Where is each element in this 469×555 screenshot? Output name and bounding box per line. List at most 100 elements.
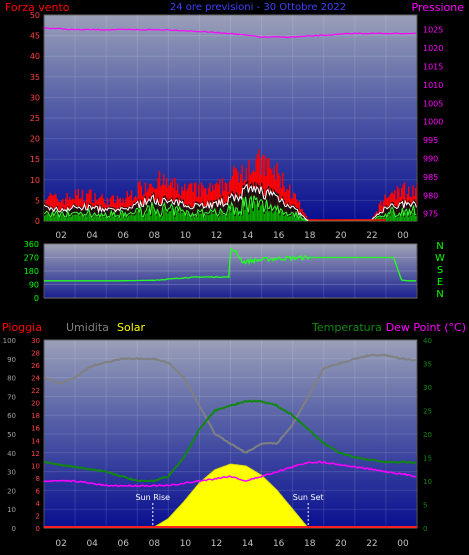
y-tick-label: 50 [7, 431, 16, 439]
wind-speed-bar [55, 207, 57, 221]
wind-low-bar [76, 214, 78, 221]
wind-gust-bar [262, 154, 264, 221]
wind-low-bar [136, 211, 138, 221]
wind-low-bar [195, 215, 197, 221]
y-tick-label: 12 [31, 450, 40, 458]
temperature-label: Temperatura [311, 321, 382, 334]
wind-speed-bar [178, 204, 180, 221]
wind-low-bar [156, 215, 158, 221]
pressure-line [44, 27, 417, 39]
wind-speed-bar [170, 199, 172, 221]
wind-low-bar [84, 215, 86, 221]
wind-low-bar [206, 214, 208, 221]
wind-low-bar [384, 217, 386, 221]
wind-speed-bar [224, 203, 226, 221]
wind-low-bar [240, 213, 242, 221]
wind-gust-bar [212, 184, 214, 221]
wind-low-bar [237, 211, 239, 221]
wind-low-bar [389, 215, 392, 221]
wind-low-bar [67, 213, 70, 221]
wind-low-bar [249, 203, 252, 221]
wind-low-bar [279, 215, 281, 221]
wind-low-bar [230, 212, 232, 221]
x-tick-label: 08 [149, 231, 161, 241]
wind-low-bar [100, 217, 102, 221]
x-tick-label: 20 [335, 539, 347, 549]
wind-low-bar [289, 216, 291, 221]
wind-speed-bar [95, 204, 98, 221]
y-tick-label: 8 [36, 475, 40, 483]
wind-gust-bar [224, 182, 226, 221]
dew-point-label: Dew Point (°C) [386, 321, 466, 334]
wind-speed-bar [270, 188, 273, 221]
wind-speed-bar [389, 204, 392, 221]
wind-low-bar [387, 217, 389, 221]
x-tick-label: 06 [118, 539, 130, 549]
wind-speed-bar [219, 197, 221, 221]
wind-low-bar [161, 215, 163, 221]
wind-low-bar [294, 217, 296, 221]
wind-gust-bar [205, 188, 207, 221]
x-tick-label: 00 [397, 231, 409, 241]
wind-speed-bar [207, 200, 210, 221]
wind-speed-bar [84, 202, 86, 221]
wind-low-bar [153, 210, 155, 221]
wind-low-bar [301, 219, 303, 221]
compass-label: N [436, 289, 443, 300]
wind-low-bar [382, 217, 385, 221]
y-tick-label: 35 [423, 361, 432, 369]
y-tick-label: 0 [36, 525, 40, 533]
wind-low-bar [186, 212, 189, 221]
wind-speed-bar [118, 207, 120, 221]
x-tick-label: 06 [118, 231, 130, 241]
wind-low-bar [221, 213, 224, 221]
y-tick-label: 5 [35, 196, 40, 205]
wind-avg-line [44, 195, 417, 221]
wind-low-bar [163, 209, 165, 221]
wind-low-bar [90, 216, 92, 221]
wind-gust-bar [81, 189, 84, 221]
y-tick-label: 975 [423, 210, 438, 219]
wind-low-bar [175, 210, 177, 221]
wind-low-bar [55, 215, 57, 221]
wind-speed-bar [163, 196, 165, 221]
wind-low-bar [142, 217, 144, 221]
wind-low-bar [149, 209, 151, 221]
y-tick-label: 0 [12, 525, 16, 533]
wind-low-bar [251, 202, 253, 221]
y-tick-label: 30 [30, 93, 40, 102]
wind-low-bar [234, 216, 236, 221]
y-tick-label: 20 [7, 487, 16, 495]
wind-gust-bar [160, 186, 162, 221]
wind-low-bar [129, 215, 131, 221]
wind-speed-bar [272, 192, 274, 221]
wind-speed-bar [200, 202, 203, 221]
wind-low-bar [105, 214, 107, 221]
wind-low-bar [300, 216, 302, 221]
wind-speed-bar [378, 213, 380, 221]
wind-low-bar [303, 219, 305, 221]
x-tick-label: 00 [397, 539, 409, 549]
wind-speed-bar [144, 195, 147, 221]
solar-area [152, 463, 309, 528]
y-tick-label: 18 [31, 412, 40, 420]
wind-low-bar [276, 212, 278, 221]
wind-speed-bar [412, 201, 414, 221]
wind-speed-bar [80, 206, 82, 221]
wind-speed-bar [282, 196, 284, 221]
wind-low-bar [181, 213, 183, 221]
wind-low-bar [261, 204, 263, 221]
wind-low-bar [135, 214, 137, 221]
humidity-label: Umidita [66, 321, 109, 334]
wind-low-bar [168, 211, 170, 221]
y-tick-label: 60 [7, 412, 16, 420]
wind-low-bar [268, 211, 270, 221]
wind-low-bar [388, 214, 390, 221]
y-tick-label: 10 [31, 462, 40, 470]
wind-speed-bar [297, 208, 299, 221]
wind-low-bar [248, 214, 250, 221]
y-tick-label: 180 [24, 267, 39, 276]
wind-speed-bar [265, 196, 267, 221]
